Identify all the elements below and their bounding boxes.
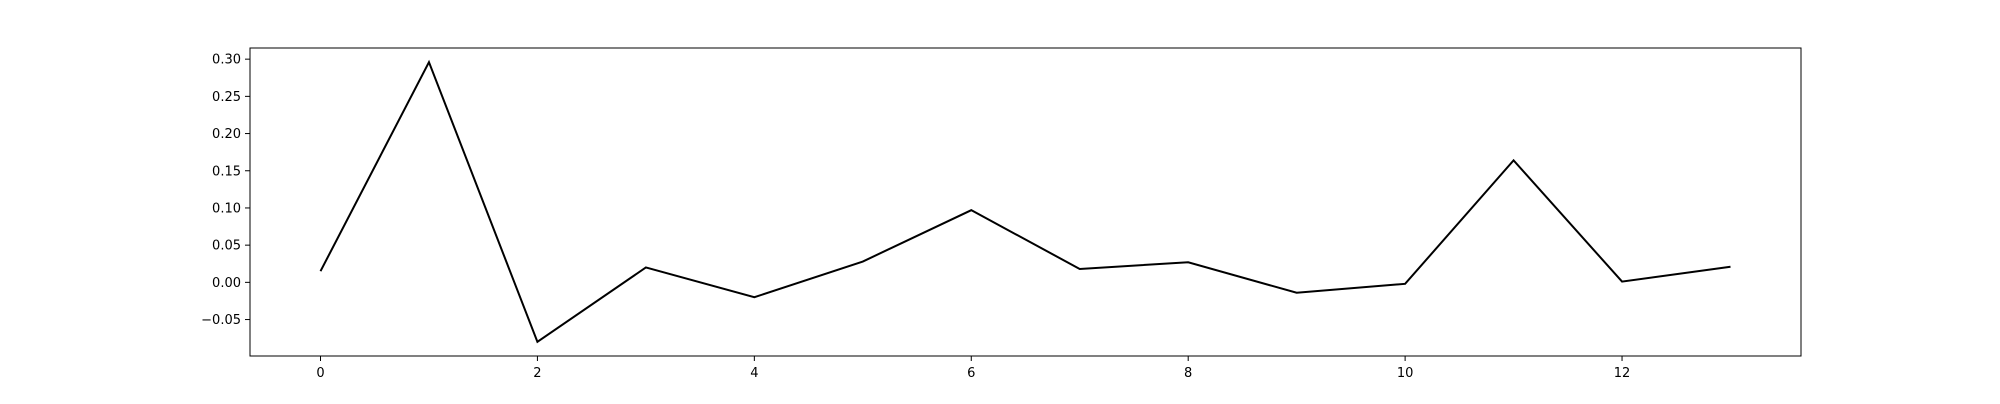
x-axis: 0 2 4 6 8 10 12 — [316, 356, 1630, 381]
x-tick-label: 2 — [533, 366, 541, 381]
x-tick-label: 8 — [1184, 366, 1192, 381]
x-tick-label: 0 — [316, 366, 324, 381]
y-tick-label: 0.20 — [212, 127, 241, 142]
y-tick-label: 0.10 — [212, 201, 241, 216]
y-tick-label: 0.30 — [212, 53, 241, 68]
y-tick-label: 0.00 — [212, 276, 241, 291]
y-axis: −0.05 0.00 0.05 0.10 0.15 0.20 0.25 0.30 — [201, 53, 250, 328]
x-tick-label: 10 — [1397, 366, 1414, 381]
x-tick-label: 12 — [1614, 366, 1631, 381]
x-tick-label: 6 — [967, 366, 975, 381]
y-tick-label: −0.05 — [201, 313, 241, 328]
y-tick-label: 0.25 — [212, 90, 241, 105]
y-tick-label: 0.05 — [212, 239, 241, 254]
x-tick-label: 4 — [750, 366, 758, 381]
y-tick-label: 0.15 — [212, 164, 241, 179]
